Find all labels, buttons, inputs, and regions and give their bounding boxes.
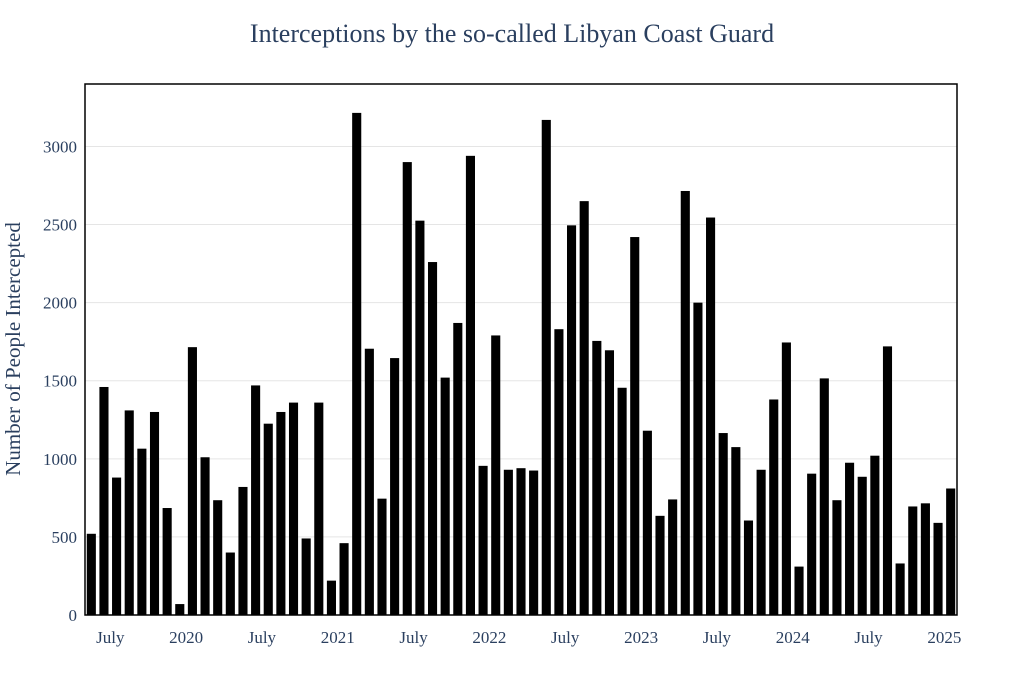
bar [794,566,804,615]
y-tick-label: 1000 [43,450,77,469]
bar [86,533,96,615]
x-tick-label: July [703,628,732,647]
y-tick-label: 3000 [43,137,77,156]
bar [554,329,564,615]
bar [604,350,615,615]
bar [137,448,147,615]
x-tick-label: 2020 [169,628,203,647]
bar [390,358,400,615]
bar [427,262,438,615]
bar [807,473,817,615]
bar [112,477,122,615]
y-axis-title: Number of People Intercepted [1,222,25,476]
x-tick-label: 2023 [624,628,658,647]
x-tick-label: July [248,628,277,647]
bar [870,455,880,615]
bar [402,162,412,615]
bar [377,498,387,615]
y-tick-label: 2500 [43,216,77,235]
bar [946,488,956,615]
bar [453,322,463,615]
bar [819,378,829,615]
bar [352,112,362,615]
chart-title: Interceptions by the so-called Libyan Co… [250,19,774,48]
bar [314,402,324,615]
bar [276,411,286,615]
bar [718,433,728,615]
x-tick-label: 2024 [776,628,811,647]
bar [503,469,513,615]
x-tick-label: July [96,628,125,647]
bar [301,538,311,615]
bar [845,462,855,615]
bar [225,552,235,615]
x-tick-label: 2022 [472,628,506,647]
bar [529,470,539,615]
bar [731,447,741,615]
bar [288,402,299,615]
bar [781,342,791,615]
bar [99,386,109,615]
x-tick-label: July [551,628,580,647]
y-tick-label: 500 [52,528,78,547]
bar [491,335,501,615]
bars [86,112,956,616]
bar [175,604,185,615]
y-tick-label: 2000 [43,294,77,313]
bar [541,119,551,616]
bar [592,340,602,615]
bar [908,506,918,615]
bar [933,522,943,615]
bar [832,500,842,615]
bar [693,302,703,615]
bar [364,348,374,615]
x-tick-label: 2021 [321,628,355,647]
x-tick-label: July [399,628,428,647]
bar [756,469,766,615]
y-axis-ticks: 0 500 1000 1500 2000 2500 3000 [43,137,77,625]
bar [617,387,627,615]
bar [655,515,665,615]
bar [162,508,172,615]
bar [149,411,160,615]
y-tick-label: 1500 [43,372,77,391]
bar [680,190,690,616]
bar [124,410,134,615]
x-tick-label: 2025 [927,628,961,647]
bar [251,385,261,615]
plot-frame [84,83,958,616]
bar [895,563,905,615]
bar [743,520,754,615]
bar [668,499,678,615]
bar [882,346,893,615]
bar [567,225,577,615]
x-axis-ticks: July 2020 July 2021 July 2022 July 2023 July 2024… [96,628,961,647]
bar [187,347,197,615]
bar [238,486,248,615]
x-tick-label: July [854,628,883,647]
y-tick-label: 0 [69,606,78,625]
bar [326,580,336,615]
bar [465,155,475,615]
bar [478,465,488,615]
bar [213,500,223,615]
bar [642,430,652,615]
bar [415,220,425,615]
bar [579,201,589,615]
bar [769,399,779,615]
bar [516,468,526,615]
bar [263,423,273,615]
bar [440,377,450,615]
bar [857,476,867,615]
bar [630,237,640,616]
bar [200,457,210,615]
bar [920,503,930,615]
bar [706,217,716,615]
bar [339,543,349,615]
